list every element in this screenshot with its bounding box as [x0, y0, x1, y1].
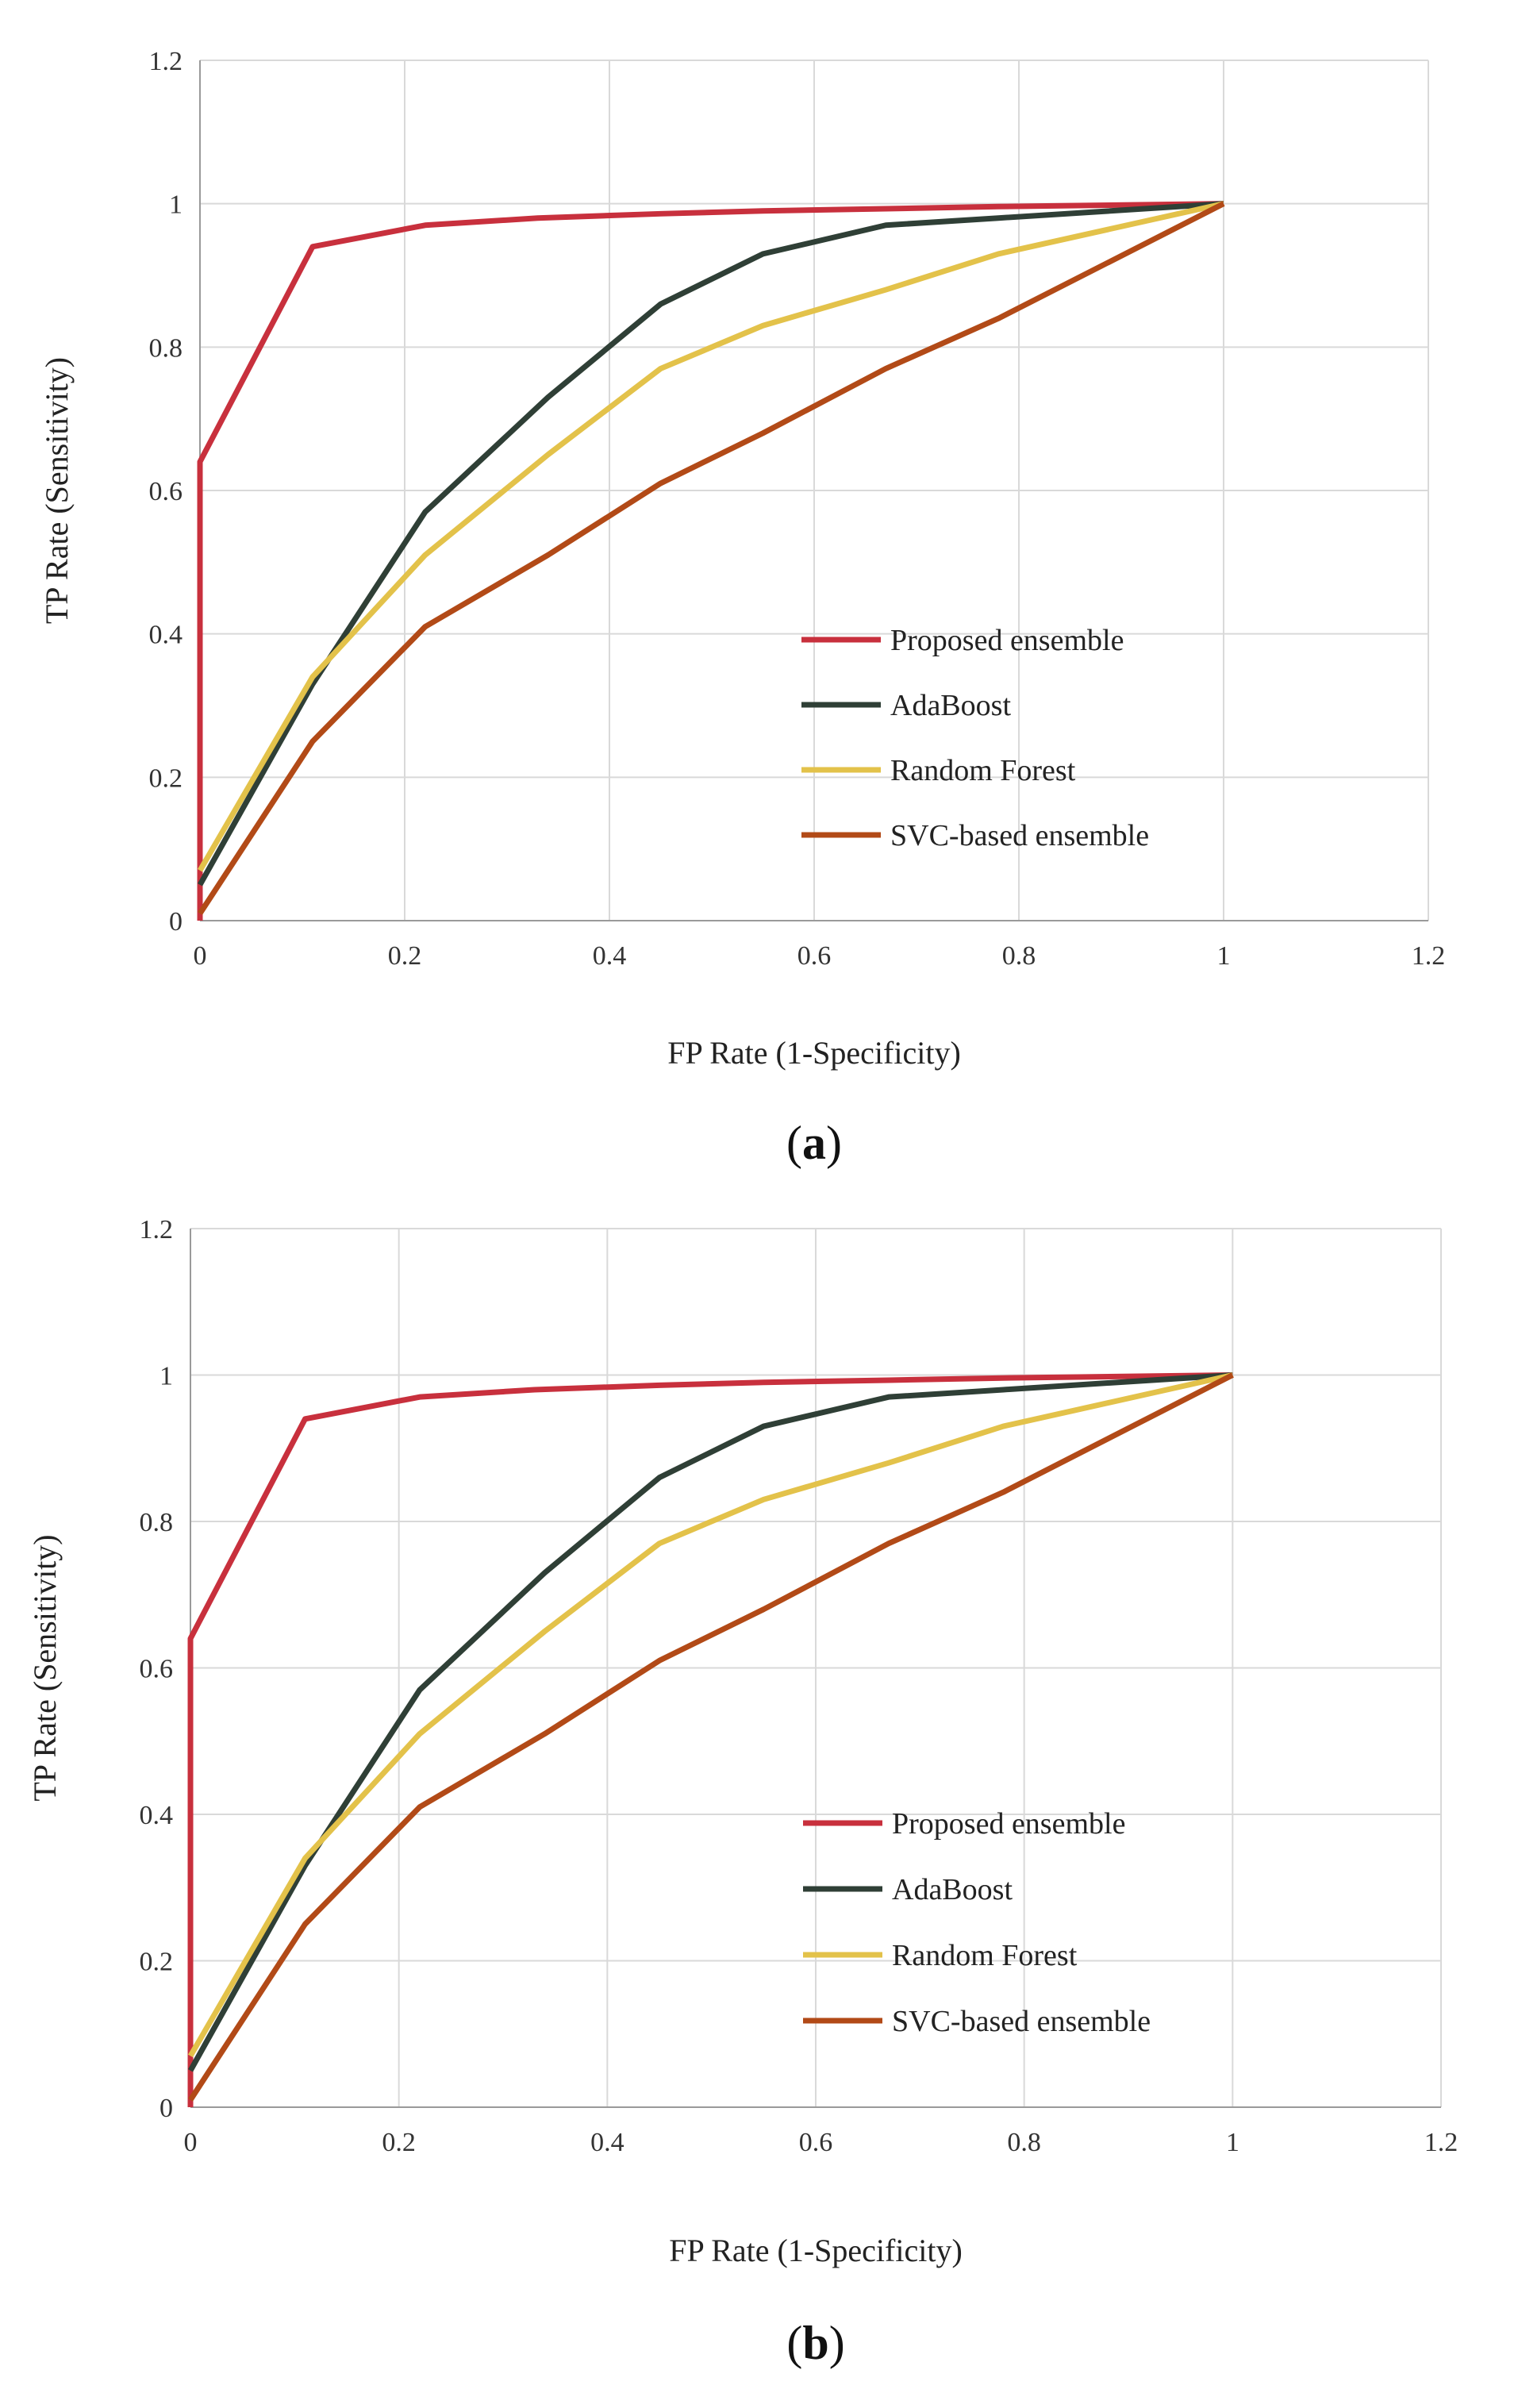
gridlines [199, 60, 1429, 921]
x-tick-label: 0.2 [382, 2128, 416, 2157]
y-tick-label: 0.2 [140, 1948, 174, 1977]
panel-letter: b [802, 2317, 828, 2369]
y-tick-label: 0.2 [149, 764, 183, 793]
legend: Proposed ensemble AdaBoost Random Forest SV… [803, 1807, 1151, 2038]
chart-panel-a: 0 0.2 0.4 0.6 0.8 1 1.2 0 0.2 0.4 0.6 0.8 1 1.2 FP Rat… [39, 47, 1446, 1169]
y-tick-label: 1.2 [149, 47, 183, 76]
x-tick-label: 1.2 [1424, 2128, 1458, 2157]
series-line-proposed-ensemble [197, 201, 1224, 921]
x-tick-label: 0.6 [797, 941, 832, 971]
y-axis-label: TP Rate (Sensitivity) [39, 357, 75, 624]
y-axis-label: TP Rate (Sensitivity) [27, 1534, 63, 1801]
x-tick-label: 0.8 [1007, 2128, 1041, 2157]
x-tick-label: 1 [1217, 941, 1231, 971]
legend-label: Proposed ensemble [890, 624, 1124, 657]
legend-label: Proposed ensemble [892, 1807, 1125, 1841]
x-tick-label: 0 [194, 941, 207, 971]
legend: Proposed ensemble AdaBoost Random Forest SV… [801, 624, 1149, 852]
x-tick-label: 1 [1226, 2128, 1239, 2157]
x-tick-label: 0 [184, 2128, 198, 2157]
x-tick-label: 0.4 [593, 941, 627, 971]
x-tick-label: 0.6 [799, 2128, 833, 2157]
panel-label: (a) [786, 1117, 842, 1169]
y-tick-label: 1 [159, 1362, 173, 1391]
legend-label: Random Forest [892, 1939, 1078, 1972]
legend-label: AdaBoost [892, 1873, 1013, 1906]
gridlines [190, 1228, 1442, 2108]
chart-panel-b: 0 0.2 0.4 0.6 0.8 1 1.2 0 0.2 0.4 0.6 0.8 1 1.2 FP Rat… [0, 1204, 1518, 2408]
y-tick-label: 0.8 [140, 1508, 174, 1537]
series-line-random-forest [187, 1372, 1234, 2058]
series-line-svc-based-ensemble [188, 1372, 1234, 2102]
legend-label: AdaBoost [890, 689, 1011, 722]
y-tick-label: 0.8 [149, 333, 183, 363]
legend-label: SVC-based ensemble [892, 2005, 1151, 2038]
panel-letter: a [802, 1117, 826, 1169]
x-axis-label: FP Rate (1-Specificity) [667, 1035, 961, 1071]
series-line-random-forest [197, 201, 1224, 872]
series-line-adaboost [187, 1372, 1233, 2072]
y-tick-label: 1.2 [140, 1215, 174, 1244]
x-tick-label: 1.2 [1412, 941, 1446, 971]
roc-chart-b: 0 0.2 0.4 0.6 0.8 1 1.2 0 0.2 0.4 0.6 0.8 1 1.2 FP Rat… [27, 1215, 1458, 2369]
legend-label: SVC-based ensemble [890, 819, 1149, 852]
series-line-adaboost [197, 201, 1224, 887]
series-line-proposed-ensemble [187, 1372, 1233, 2107]
y-tick-label: 0.4 [149, 621, 183, 650]
y-tick-label: 0.6 [149, 477, 183, 506]
y-tick-label: 0 [169, 907, 183, 937]
legend-label: Random Forest [890, 754, 1076, 787]
panel-label: (b) [786, 2317, 844, 2369]
y-tick-label: 0.6 [140, 1655, 174, 1684]
y-tick-label: 0.4 [140, 1801, 174, 1830]
x-axis-label: FP Rate (1-Specificity) [669, 2233, 963, 2268]
y-tick-label: 0 [159, 2094, 173, 2123]
series-line-svc-based-ensemble [198, 201, 1225, 915]
roc-chart-a: 0 0.2 0.4 0.6 0.8 1 1.2 0 0.2 0.4 0.6 0.8 1 1.2 FP Rat… [39, 47, 1446, 1169]
x-tick-label: 0.8 [1002, 941, 1036, 971]
x-tick-label: 0.4 [590, 2128, 624, 2157]
y-tick-label: 1 [169, 190, 183, 220]
x-tick-label: 0.2 [388, 941, 422, 971]
